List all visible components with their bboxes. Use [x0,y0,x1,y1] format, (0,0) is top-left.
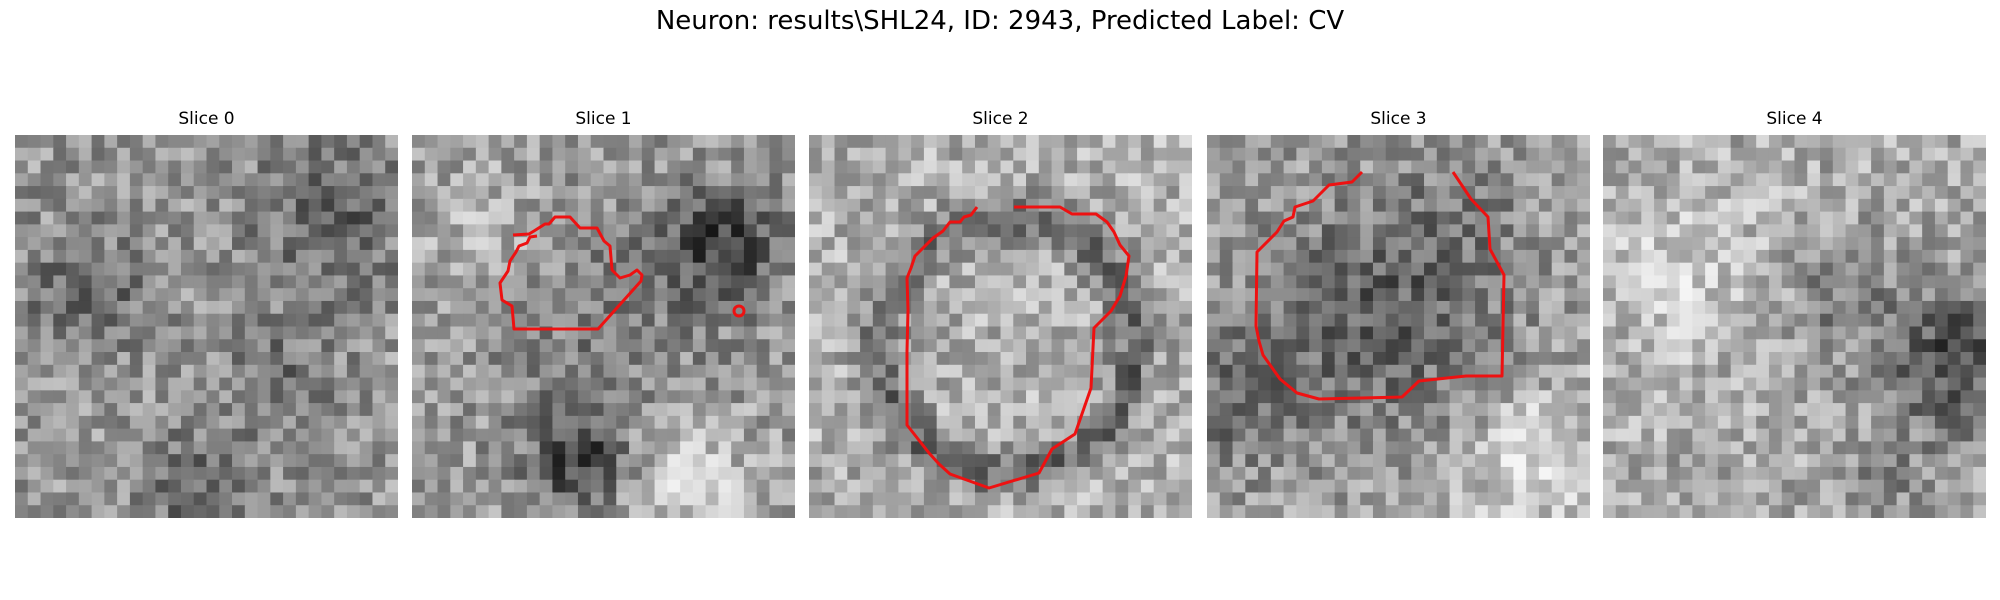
panel-title: Slice 0 [178,109,235,129]
contour-marker [732,304,746,318]
panel-slice-1: Slice 1 [412,108,795,520]
slice-image [809,135,1192,518]
cell-contour [498,215,644,331]
cell-contour [1254,170,1506,401]
figure-title: Neuron: results\SHL24, ID: 2943, Predict… [655,6,1345,36]
panel-title: Slice 2 [972,109,1029,129]
slice-image [15,135,398,518]
panel-title: Slice 1 [575,109,632,129]
panel-slice-3: Slice 3 [1207,108,1590,520]
panel-slice-4: Slice 4 [1603,108,1986,520]
panel-slice-2: Slice 2 [809,108,1192,520]
cell-contour [905,205,1131,490]
slice-image [1207,135,1590,518]
panel-title: Slice 4 [1766,109,1823,129]
slice-image [412,135,795,518]
panel-slice-0: Slice 0 [15,108,398,520]
slice-image [1603,135,1986,518]
panel-title: Slice 3 [1370,109,1427,129]
